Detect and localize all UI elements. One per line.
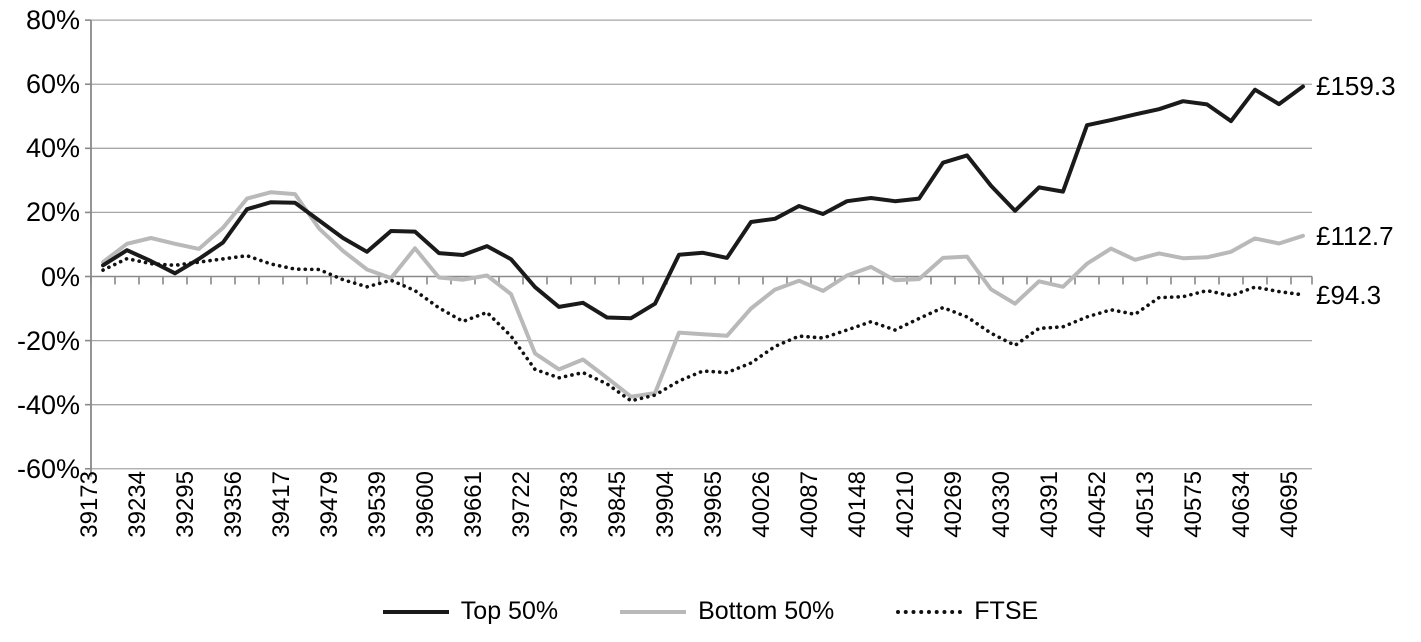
legend-line-sample-bottom-50-icon <box>620 609 687 614</box>
x-tick-label: 40026 <box>748 471 775 538</box>
x-tick-label: 40391 <box>1036 471 1063 538</box>
x-tick-label: 39173 <box>76 471 103 538</box>
x-tick-label: 40695 <box>1276 471 1303 538</box>
y-tick-label: -20% <box>16 325 80 356</box>
y-tick-label: 40% <box>25 133 80 164</box>
x-tick-label: 39845 <box>604 471 631 538</box>
legend-label-ftse: FTSE <box>974 597 1039 625</box>
x-tick-label: 39539 <box>364 471 391 538</box>
x-tick-label: 39600 <box>412 471 439 538</box>
x-tick-label: 39783 <box>556 471 583 538</box>
y-tick-label: 80% <box>25 5 80 36</box>
x-tick-label: 40210 <box>892 471 919 538</box>
x-tick-label: 40575 <box>1180 471 1207 538</box>
legend-item-top-50: Top 50% <box>382 597 559 626</box>
series-line-bottom-50- <box>101 190 1305 399</box>
legend-label-top-50: Top 50% <box>460 597 559 625</box>
legend-item-ftse: FTSE <box>896 597 1038 626</box>
x-tick-label: 39479 <box>316 471 343 538</box>
x-tick-label: 39417 <box>268 471 295 538</box>
end-label-ftse: £94.3 <box>1316 279 1382 310</box>
x-tick-label: 39661 <box>460 471 487 538</box>
x-tick-label: 39356 <box>220 471 247 538</box>
x-tick-label: 39965 <box>700 471 727 538</box>
legend: Top 50% Bottom 50% FTSE <box>0 597 1421 626</box>
y-tick-label: 60% <box>25 69 80 100</box>
series-line-top-50- <box>101 84 1305 321</box>
x-tick-label: 39234 <box>124 471 151 538</box>
end-label-top-50: £159.3 <box>1316 71 1396 102</box>
x-tick-label: 40513 <box>1132 471 1159 538</box>
legend-line-sample-top-50-icon <box>382 609 449 614</box>
x-tick-label: 40269 <box>940 471 967 538</box>
x-tick-label: 40087 <box>796 471 823 538</box>
x-tick-label: 39295 <box>172 471 199 538</box>
end-label-bottom-50: £112.7 <box>1316 220 1394 251</box>
y-tick-label: 0% <box>40 261 80 292</box>
legend-line-sample-ftse-icon <box>896 609 963 614</box>
x-tick-label: 40634 <box>1228 471 1255 538</box>
legend-label-bottom-50: Bottom 50% <box>698 597 835 625</box>
x-tick-label: 40148 <box>844 471 871 538</box>
y-tick-label: -60% <box>16 453 80 484</box>
y-tick-label: 20% <box>25 197 80 228</box>
x-tick-label: 39904 <box>652 471 679 538</box>
x-tick-label: 40452 <box>1084 471 1111 538</box>
legend-item-bottom-50: Bottom 50% <box>620 597 834 626</box>
x-tick-label: 40330 <box>988 471 1015 538</box>
y-tick-label: -40% <box>16 389 80 420</box>
x-tick-label: 39722 <box>508 471 535 538</box>
